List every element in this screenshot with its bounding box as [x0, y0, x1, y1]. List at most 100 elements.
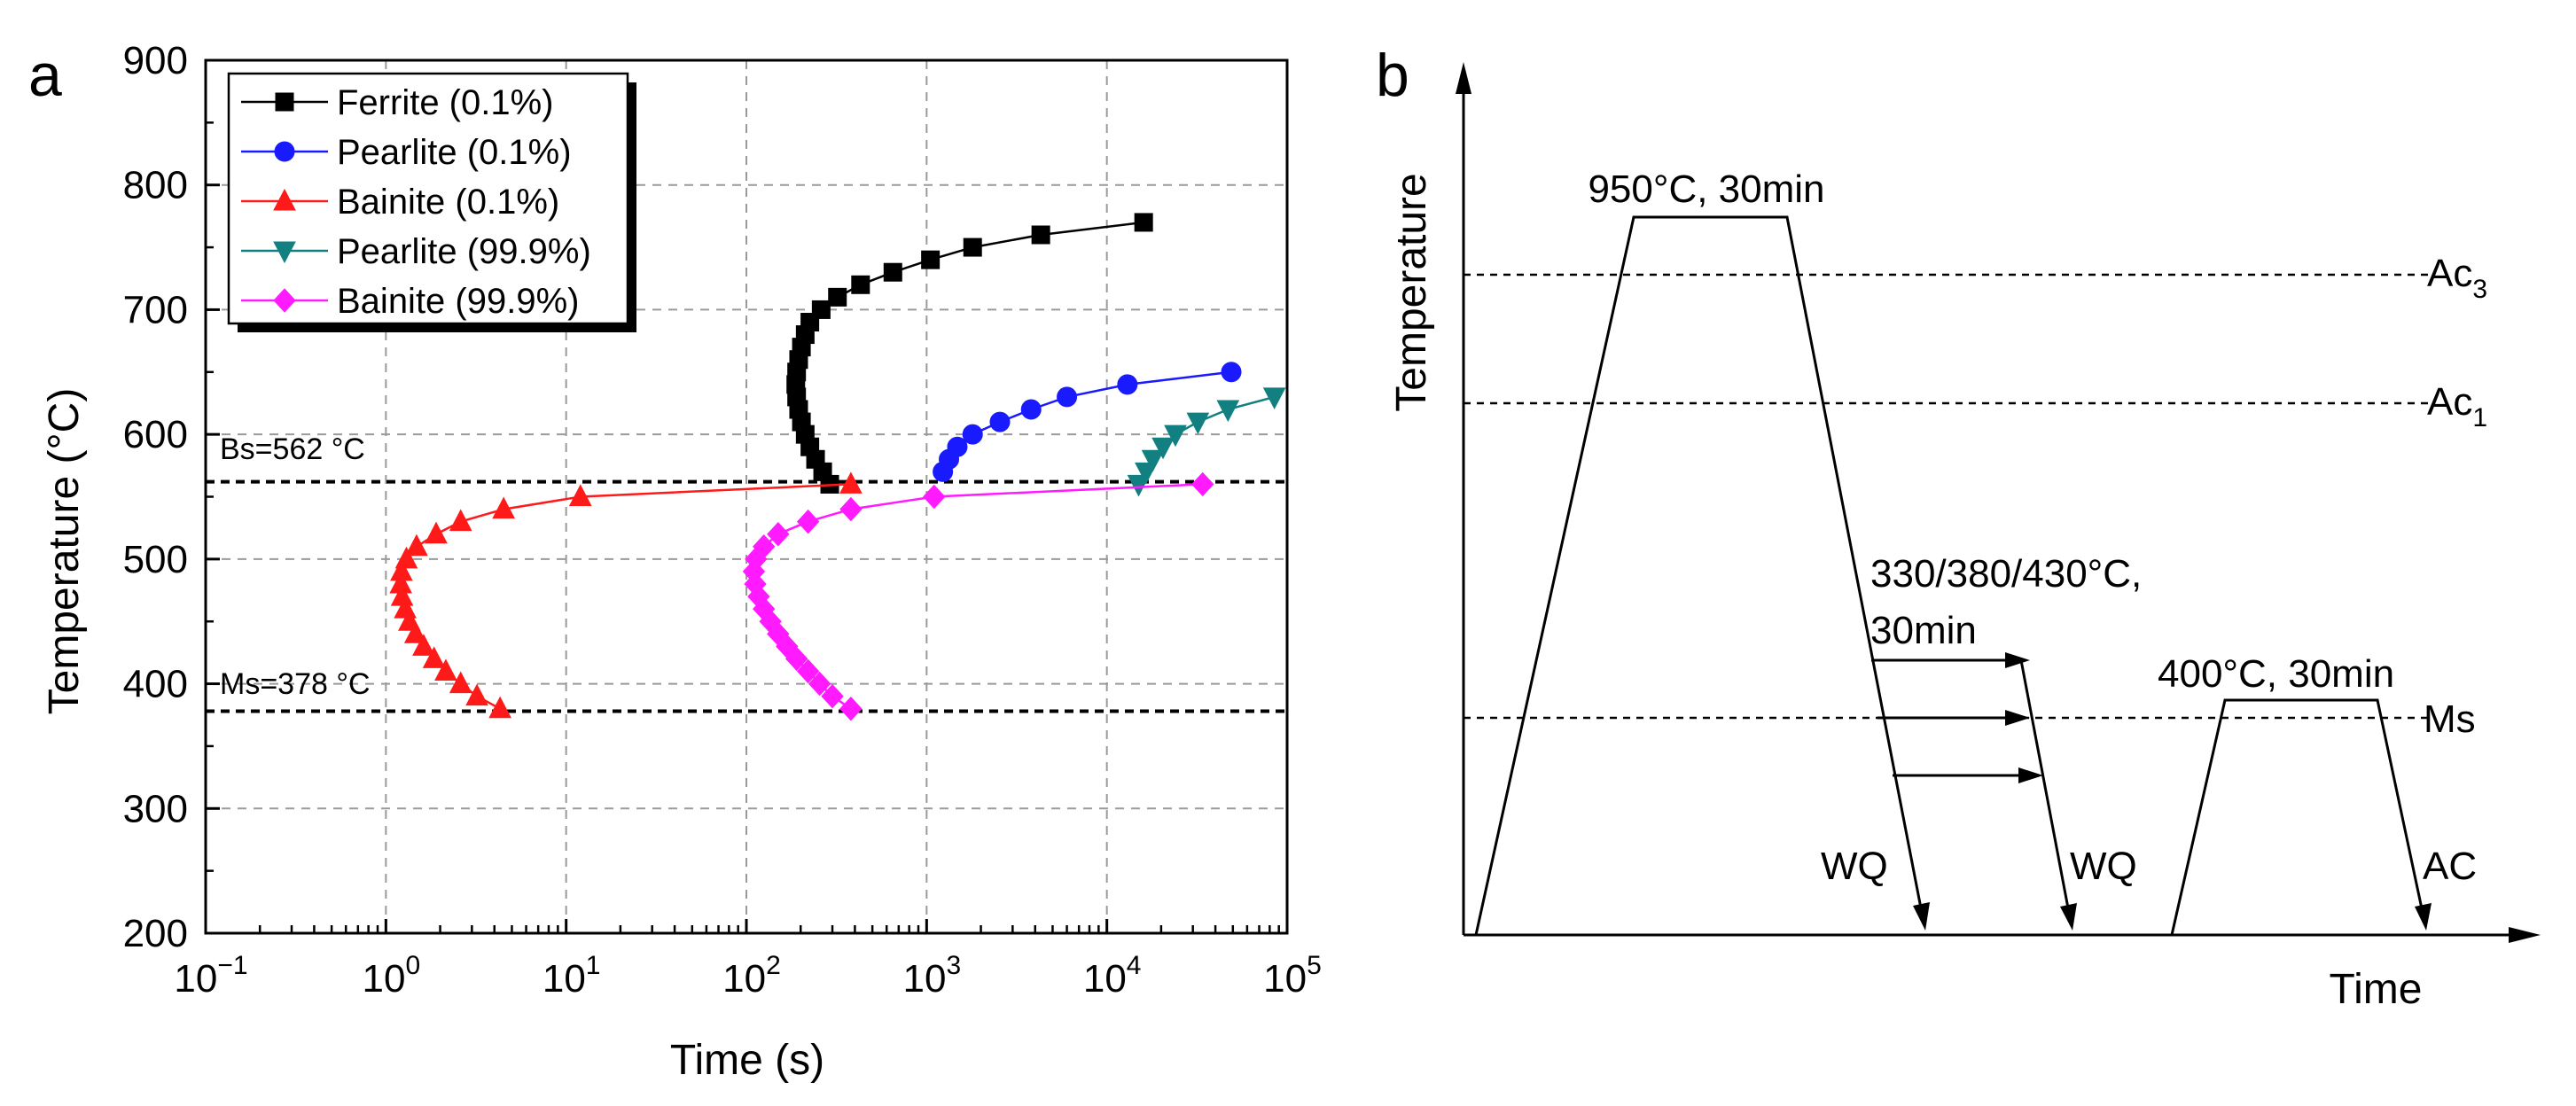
austenitizing-path [1474, 215, 1924, 936]
wq1-label: WQ [1821, 845, 1888, 888]
legend-swatch-marker [273, 188, 296, 211]
data-point [403, 621, 427, 643]
tempering-path [2170, 698, 2424, 936]
panel-label-a: a [28, 42, 62, 109]
x-tick-label: 105 [1263, 951, 1322, 1001]
data-point [821, 683, 844, 709]
y-axis-label: Temperature (°C) [41, 388, 88, 715]
legend-swatches [241, 92, 328, 313]
x-tick-label: 101 [543, 951, 601, 1001]
ms-line-label: Ms=378 °C [220, 667, 371, 701]
data-point [947, 436, 968, 457]
data-point [796, 658, 820, 684]
data-point [921, 250, 941, 269]
y-tick-label: 800 [123, 164, 188, 207]
data-point [390, 558, 413, 581]
data-point [1216, 400, 1240, 423]
data-point [923, 484, 946, 510]
data-point [883, 262, 902, 282]
y-tick-label: 700 [123, 288, 188, 331]
y-tick-label: 300 [123, 787, 188, 830]
data-point [808, 671, 831, 697]
y-axis-arrow-icon [1456, 62, 1471, 94]
data-point [963, 238, 982, 257]
series-line [399, 483, 851, 710]
wq2-path [2019, 659, 2071, 914]
y-tick-label: 200 [123, 912, 188, 955]
data-point [1141, 449, 1165, 472]
data-series [389, 213, 1286, 721]
x-axis-arrow-icon [2509, 927, 2541, 943]
tempering-label: 400°C, 30min [2158, 652, 2394, 696]
legend-entry-pearlite: Pearlite (0.1%) [337, 133, 572, 172]
x-tick-labels: 10−1 100 101 102 103 104 105 [174, 951, 1321, 1001]
hold-arrow-icon [2005, 710, 2030, 726]
data-point [449, 671, 472, 694]
legend-entry-bainite: Bainite (0.1%) [337, 183, 559, 222]
wq2-arrow-icon [2060, 903, 2077, 931]
y-tick-label: 400 [123, 663, 188, 706]
data-point [389, 571, 412, 594]
series-bainite [389, 471, 863, 719]
wq1-arrow-icon [1913, 902, 1930, 931]
hold-arrow-icon [2005, 652, 2030, 668]
panel-b-x-axis-label: Time [2330, 966, 2423, 1013]
data-point [839, 471, 863, 494]
legend-entry-ferrite: Ferrite (0.1%) [337, 83, 554, 122]
data-point [839, 496, 863, 522]
ms-label: Ms [2424, 697, 2476, 741]
x-tick-label: 100 [363, 951, 421, 1001]
data-point [839, 696, 863, 721]
data-point [811, 300, 831, 319]
y-tick-label: 500 [123, 538, 188, 581]
data-point [1057, 386, 1078, 408]
data-point [1221, 362, 1242, 383]
data-point [394, 596, 417, 619]
data-point [796, 509, 820, 534]
data-point [425, 521, 448, 544]
isothermal-label-line1: 330/380/430°C, [1870, 552, 2142, 596]
data-point [1262, 387, 1286, 410]
data-point [1151, 437, 1175, 460]
isothermal-label-line2: 30min [1870, 609, 1977, 652]
data-point [1164, 424, 1187, 448]
data-point [434, 658, 457, 681]
y-tick-label: 600 [123, 413, 188, 456]
series-pearlite [933, 362, 1242, 482]
data-point [405, 534, 428, 557]
data-point [1191, 471, 1214, 497]
data-point [422, 646, 446, 668]
data-point [492, 496, 515, 519]
panel-b-labels: 950°C, 30min Ac3 Ac1 Ms 330/380/430°C, 3… [1388, 167, 2487, 1013]
series-bainite999 [742, 471, 1214, 721]
data-point [1186, 412, 1210, 435]
data-point [989, 411, 1011, 432]
panel-b-schematic [1456, 62, 2541, 943]
legend-swatch-marker [273, 288, 296, 313]
data-point [1117, 374, 1138, 395]
austenitizing-label: 950°C, 30min [1588, 167, 1824, 211]
data-point [1020, 399, 1042, 420]
ac1-label: Ac1 [2427, 380, 2487, 432]
data-point [412, 634, 435, 656]
series-pearlite999 [1127, 387, 1286, 497]
data-point [1134, 213, 1153, 232]
data-point [390, 583, 414, 606]
x-tick-label: 103 [903, 951, 962, 1001]
data-point [767, 521, 790, 547]
data-point [753, 534, 776, 559]
data-point [1031, 225, 1050, 245]
x-tick-label: 10−1 [174, 951, 247, 1001]
legend: Ferrite (0.1%) Pearlite (0.1%) Bainite (… [227, 72, 636, 332]
data-point [1127, 474, 1151, 497]
ac3-label: Ac3 [2427, 252, 2487, 304]
legend-swatch-marker [273, 241, 296, 264]
data-point [962, 424, 983, 445]
axis-ticks [204, 58, 1289, 935]
data-point [398, 609, 421, 631]
data-point [828, 287, 847, 307]
y-tick-label: 900 [123, 39, 188, 82]
x-axis-label: Time (s) [670, 1037, 824, 1084]
legend-box [227, 72, 629, 325]
wq2-label: WQ [2070, 845, 2137, 888]
